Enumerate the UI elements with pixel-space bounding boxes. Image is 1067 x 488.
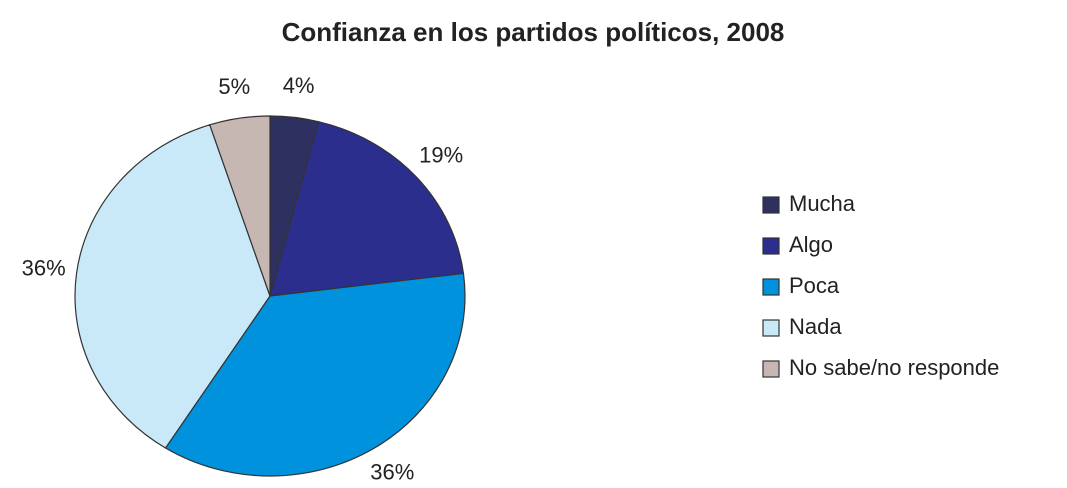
legend-label: Poca xyxy=(789,273,840,298)
legend-label: Nada xyxy=(789,314,842,339)
legend-label: Mucha xyxy=(789,191,856,216)
data-label: 36% xyxy=(370,460,414,485)
legend-swatch xyxy=(762,237,780,255)
pie-slice xyxy=(269,120,465,297)
data-label: 5% xyxy=(218,74,250,99)
data-label: 4% xyxy=(283,73,315,98)
pie-slice xyxy=(208,115,271,297)
pie-slice xyxy=(74,124,271,449)
pie-slice xyxy=(164,272,466,477)
legend-swatch xyxy=(762,278,780,296)
legend-swatch xyxy=(762,319,780,337)
legend-swatch xyxy=(762,360,780,378)
legend-label: Algo xyxy=(789,232,833,257)
legend-label: No sabe/no responde xyxy=(789,355,999,380)
data-label: 19% xyxy=(419,143,463,168)
chart-title: Confianza en los partidos políticos, 200… xyxy=(282,17,785,47)
legend-swatch xyxy=(762,196,780,214)
data-label: 36% xyxy=(22,255,66,280)
